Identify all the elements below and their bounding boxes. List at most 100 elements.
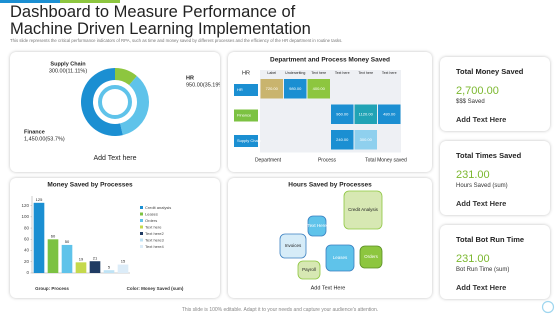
kpi-caption: Hours Saved (sum)	[456, 183, 508, 189]
bubble	[307, 215, 327, 237]
row-header	[234, 109, 258, 122]
bar-value: 50	[65, 239, 70, 244]
subtitle: This slide represents the critical perfo…	[10, 38, 343, 43]
bubble-label: Invoices	[285, 243, 302, 248]
corner-label: HR	[242, 70, 250, 76]
heatmap-bg	[260, 70, 401, 153]
column-header: Label	[267, 71, 276, 75]
y-tick-label: 120	[21, 203, 29, 208]
bar-chart: Money Saved by Processes 0 20 40 60 80 100 120 1…	[21, 182, 183, 291]
x-label: Group: Process	[35, 286, 69, 291]
donut-panel: Supply Chain 300.00(11.11%) HR 950.00(35.19…	[10, 52, 225, 172]
column-header: Underwriting	[285, 71, 305, 75]
kpi-title: Total Money Saved	[456, 67, 524, 76]
bubble-label: Credit Analysis	[348, 207, 379, 212]
row-header	[234, 135, 258, 147]
legend-label: Orders	[145, 218, 157, 223]
legend-swatch	[140, 225, 143, 229]
cell-value: 300.00	[360, 137, 373, 142]
footer-label: Total Money saved	[365, 157, 407, 163]
bubble	[279, 233, 307, 259]
caption: Add Text here	[93, 155, 136, 162]
legend-label: Text here3	[145, 237, 164, 242]
bar	[103, 270, 115, 273]
bubble	[325, 244, 355, 272]
y-tick-label: 20	[24, 259, 30, 264]
footer-label: Department	[255, 157, 282, 163]
corner-icon	[541, 300, 555, 314]
caption: Add Text Here	[311, 285, 346, 291]
kpi-caption: $$$ Saved	[456, 99, 485, 105]
legend-label: Leases	[145, 211, 158, 216]
legend-swatch	[140, 212, 143, 216]
bar-value: 60	[51, 233, 56, 238]
kpi-value: 231.00	[456, 253, 490, 265]
kpi-value: 231.00	[456, 169, 490, 181]
kpi-note: Add Text Here	[456, 199, 507, 208]
kpi-card: Total Bot Run Time 231.00 Bot Run Time (su…	[440, 225, 550, 299]
slice-value: 950.00(35.19%)	[186, 82, 220, 88]
bar	[75, 262, 87, 273]
heatmap-title: Department and Process Money Saved	[270, 57, 390, 64]
cell-value: 240.00	[336, 137, 349, 142]
y-tick-label: 40	[24, 248, 30, 253]
row-header	[234, 84, 258, 96]
bar	[33, 202, 45, 273]
legend-label: Text here	[145, 224, 162, 229]
bubble	[297, 260, 321, 280]
heat-cell	[378, 104, 401, 124]
kpi-card: Total Money Saved 2,700.00 $$$ Saved Add Te…	[440, 57, 550, 131]
cell-value: 720.00	[266, 86, 279, 91]
bar	[47, 239, 59, 273]
donut-slice	[80, 68, 123, 136]
bar-value: 19	[79, 256, 84, 261]
bar	[61, 244, 73, 273]
kpi-title: Total Bot Run Time	[456, 235, 525, 244]
bubble-label: Payroll	[302, 267, 316, 272]
bar-title: Money Saved by Processes	[47, 182, 133, 189]
legend-swatch	[140, 245, 143, 248]
legend-swatch	[140, 238, 143, 242]
y-tick-label: 100	[21, 214, 29, 219]
y-tick-label: 80	[24, 225, 30, 230]
row-label: Finance	[237, 113, 252, 118]
heat-cell	[354, 130, 377, 150]
slice-value: 1,450.00(53.7%)	[24, 136, 65, 142]
y-tick-label: 0	[26, 270, 29, 275]
legend-swatch	[140, 232, 143, 235]
bubble-panel: Hours Saved by Processes Credit Analysis T…	[228, 178, 432, 298]
legend-label: Credit analysis	[145, 205, 171, 210]
heat-cell	[307, 79, 330, 99]
bubble	[359, 245, 383, 269]
accent	[0, 0, 60, 3]
bar-value: 5	[108, 264, 111, 269]
column-header: Text here	[358, 71, 373, 75]
slice-label: Finance	[24, 129, 45, 135]
cell-value: 1120.00	[359, 111, 374, 116]
kpi-caption: Bot Run Time (sum)	[456, 267, 510, 273]
kpi-value: 2,700.00	[456, 85, 499, 97]
donut-slice	[115, 68, 137, 86]
bar	[89, 261, 101, 273]
column-header: Text here	[311, 71, 326, 75]
bubble	[343, 190, 383, 230]
bar-value: 125	[36, 197, 43, 202]
kpi-note: Add Text Here	[456, 115, 507, 124]
slice-value: 300.00(11.11%)	[49, 68, 87, 74]
bar	[117, 264, 129, 273]
heatmap-panel: Department and Process Money Saved Label U…	[228, 52, 432, 172]
cell-value: 960.00	[336, 111, 349, 116]
inner-ring	[98, 85, 132, 119]
cell-value: 980.00	[289, 86, 302, 91]
donut-slice	[120, 75, 149, 136]
bar-value: 15	[121, 259, 126, 264]
bubble-label: Orders	[364, 254, 379, 259]
cell-value: 400.00	[313, 86, 326, 91]
heat-cell	[354, 104, 377, 124]
kpi-note: Add Text Here	[456, 283, 507, 292]
footer: This slide is 100% editable. Adapt it to…	[181, 307, 379, 313]
column-header: Text here	[335, 71, 350, 75]
cell-value: 480.00	[383, 111, 396, 116]
